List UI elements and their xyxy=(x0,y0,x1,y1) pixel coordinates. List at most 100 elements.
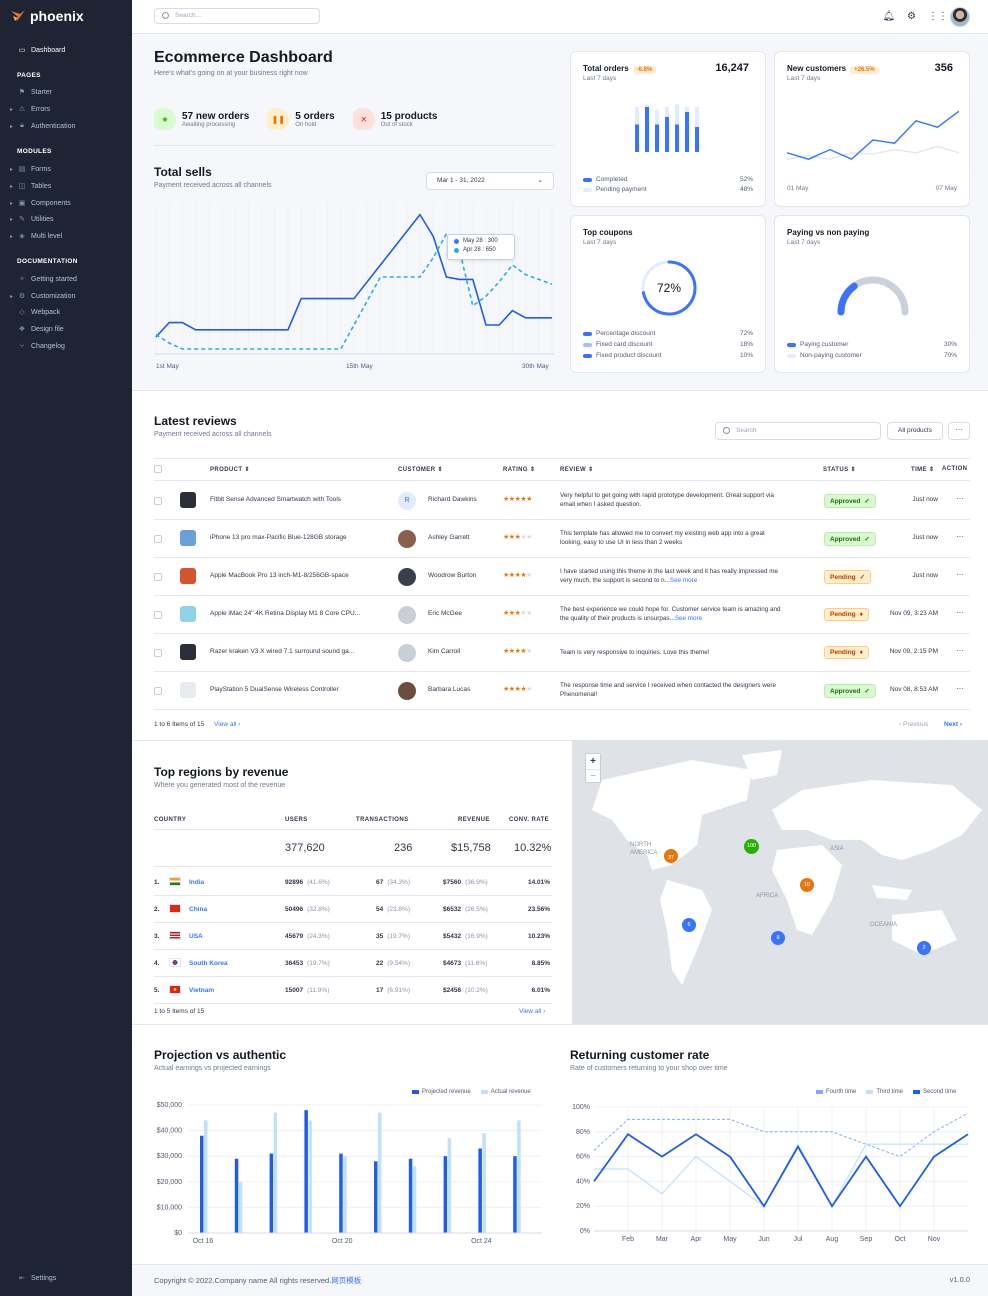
row-action-button[interactable]: ··· xyxy=(956,684,964,693)
page-subtitle: Here's what's going on at your business … xyxy=(154,70,308,77)
row-action-button[interactable]: ··· xyxy=(956,646,964,655)
map-marker[interactable]: 6 xyxy=(682,918,696,932)
sidebar-item-webpack[interactable]: ◇ Webpack xyxy=(10,306,60,318)
country-link[interactable]: South Korea xyxy=(189,960,228,967)
sidebar-item-dashboard[interactable]: ▭ Dashboard xyxy=(10,44,66,56)
map-marker[interactable]: 8 xyxy=(771,931,785,945)
apps-grid-icon[interactable]: ⋮⋮ xyxy=(928,11,948,22)
product-name[interactable]: PlayStation 5 DualSense Wireless Control… xyxy=(210,686,339,693)
next-button[interactable]: Next › xyxy=(944,721,963,728)
card-value: 16,247 xyxy=(715,62,749,74)
row-action-button[interactable]: ··· xyxy=(956,494,964,503)
sidebar-item-tables[interactable]: ▸ ◫ Tables xyxy=(10,180,51,192)
see-more-link[interactable]: See more xyxy=(674,615,703,622)
sidebar-item-forms[interactable]: ▸ ▤ Forms xyxy=(10,163,51,175)
column-header-product[interactable]: PRODUCT ⇕ xyxy=(210,467,250,473)
zoom-in-button[interactable]: + xyxy=(590,756,596,767)
row-checkbox[interactable] xyxy=(154,687,162,695)
country-link[interactable]: Vietnam xyxy=(189,987,215,994)
row-checkbox[interactable] xyxy=(154,573,162,581)
users-cell: 92896 (41.6%) xyxy=(285,879,330,886)
customer-name[interactable]: Woodrow Burton xyxy=(428,572,477,579)
stat-new-orders[interactable]: ★ 57 new orders Awaiting processing xyxy=(154,108,249,130)
select-all-checkbox[interactable] xyxy=(154,465,162,473)
legend-pct: 30% xyxy=(943,341,957,348)
map-marker[interactable]: 37 xyxy=(664,849,678,863)
date-range-select[interactable]: Mar 1 - 31, 2022 ⌄ xyxy=(426,172,554,190)
user-avatar[interactable] xyxy=(950,7,970,27)
bar-projected xyxy=(200,1135,204,1233)
sidebar-item-settings[interactable]: ⇤ Settings xyxy=(10,1272,56,1284)
all-products-button[interactable]: All products xyxy=(887,422,943,440)
country-link[interactable]: India xyxy=(189,879,205,886)
see-more-link[interactable]: See more xyxy=(669,577,698,584)
reviews-search-input[interactable]: Search xyxy=(715,422,881,440)
row-checkbox[interactable] xyxy=(154,611,162,619)
gamepad-product-thumbnail[interactable] xyxy=(180,682,196,698)
total-users: 377,620 xyxy=(285,842,325,854)
stat-sub: Out of stock xyxy=(380,121,413,128)
product-name[interactable]: Apple MacBook Pro 13 inch-M1-8/256GB-spa… xyxy=(210,572,349,579)
zoom-out-button[interactable]: − xyxy=(586,769,600,783)
stat-out-of-stock[interactable]: ✕ 15 products Out of stock xyxy=(352,108,437,130)
sidebar-item-design-file[interactable]: ❖ Design file xyxy=(10,323,64,335)
product-name[interactable]: Apple iMac 24" 4K Retina Display M1 8 Co… xyxy=(210,610,361,617)
bell-icon[interactable]: 🔔︎ xyxy=(882,11,896,22)
column-header-rating[interactable]: RATING ⇕ xyxy=(503,467,536,473)
column-header-time[interactable]: TIME ⇕ xyxy=(911,467,935,473)
collapse-icon: ⇤ xyxy=(19,1275,25,1282)
product-name[interactable]: Razer kraken V3 X wired 7.1 surround sou… xyxy=(210,648,355,655)
revenue-pct: (10.2%) xyxy=(465,987,488,994)
column-header-review[interactable]: REVIEW ⇕ xyxy=(560,467,594,473)
review-line: I have started using this theme in the l… xyxy=(560,567,806,576)
tx-value: 22 xyxy=(376,960,384,967)
gear-icon[interactable]: ⚙ xyxy=(907,11,916,22)
customer-name[interactable]: Ashley Garrett xyxy=(428,534,470,541)
world-map[interactable]: + − NORTH AMERICA ASIA AFRICA OCEANIA 37… xyxy=(572,740,988,1024)
column-header-status[interactable]: STATUS ⇕ xyxy=(823,467,857,473)
row-action-button[interactable]: ··· xyxy=(956,570,964,579)
legend-pct: 10% xyxy=(739,352,753,359)
sidebar-item-components[interactable]: ▸ ▣ Components xyxy=(10,197,71,209)
row-action-button[interactable]: ··· xyxy=(956,608,964,617)
sidebar-item-customization[interactable]: ▸ ⚙ Customization xyxy=(10,290,75,302)
map-marker[interactable]: 2 xyxy=(917,941,931,955)
sidebar-item-utilities[interactable]: ▸ ✎ Utilities xyxy=(10,213,54,225)
row-checkbox[interactable] xyxy=(154,649,162,657)
brand-logo[interactable]: phoenix xyxy=(10,8,84,24)
product-name[interactable]: Fitbit Sense Advanced Smartwatch with To… xyxy=(210,496,342,503)
customer-name[interactable]: Kim Carroll xyxy=(428,648,461,655)
previous-button[interactable]: ‹ Previous xyxy=(899,721,929,728)
footer-link[interactable]: 网页模板 xyxy=(331,1276,362,1285)
phone-product-thumbnail[interactable] xyxy=(180,530,196,546)
country-link[interactable]: China xyxy=(189,906,208,913)
view-all-link[interactable]: View all › xyxy=(214,721,241,728)
imac-product-thumbnail[interactable] xyxy=(180,606,196,622)
row-checkbox[interactable] xyxy=(154,535,162,543)
laptop-product-thumbnail[interactable] xyxy=(180,568,196,584)
column-header-customer[interactable]: CUSTOMER ⇕ xyxy=(398,467,443,473)
map-marker[interactable]: 10 xyxy=(800,878,814,892)
view-all-link[interactable]: View all › xyxy=(519,1008,546,1015)
sidebar-item-authentication[interactable]: ▸ 🔒︎ Authentication xyxy=(10,120,75,132)
more-options-button[interactable]: ··· xyxy=(948,422,970,440)
search-input[interactable]: Search... xyxy=(154,8,320,24)
row-action-button[interactable]: ··· xyxy=(956,532,964,541)
customer-name[interactable]: Eric McGee xyxy=(428,610,462,617)
stat-on-hold[interactable]: ❚❚ 5 orders On hold xyxy=(267,108,335,130)
customer-name[interactable]: Richard Dawkins xyxy=(428,496,477,503)
sidebar-item-changelog[interactable]: ⑂ Changelog xyxy=(10,340,65,352)
sidebar-item-getting-started[interactable]: ✧ Getting started xyxy=(10,273,77,285)
headset-product-thumbnail[interactable] xyxy=(180,644,196,660)
sidebar-item-starter[interactable]: ⚑ Starter xyxy=(10,86,52,98)
country-link[interactable]: USA xyxy=(189,933,203,940)
series-dot xyxy=(454,247,459,253)
map-marker[interactable]: 100 xyxy=(744,839,759,854)
legend-label: Fixed card discount xyxy=(596,341,653,348)
row-checkbox[interactable] xyxy=(154,497,162,505)
product-name[interactable]: iPhone 13 pro max-Pacific Blue-128GB sto… xyxy=(210,534,347,541)
sidebar-item-errors[interactable]: ▸ ⚠ Errors xyxy=(10,103,50,115)
watch-product-thumbnail[interactable] xyxy=(180,492,196,508)
customer-name[interactable]: Barbara Lucas xyxy=(428,686,471,693)
sidebar-item-multi-level[interactable]: ▸ ◈ Multi level xyxy=(10,230,62,242)
